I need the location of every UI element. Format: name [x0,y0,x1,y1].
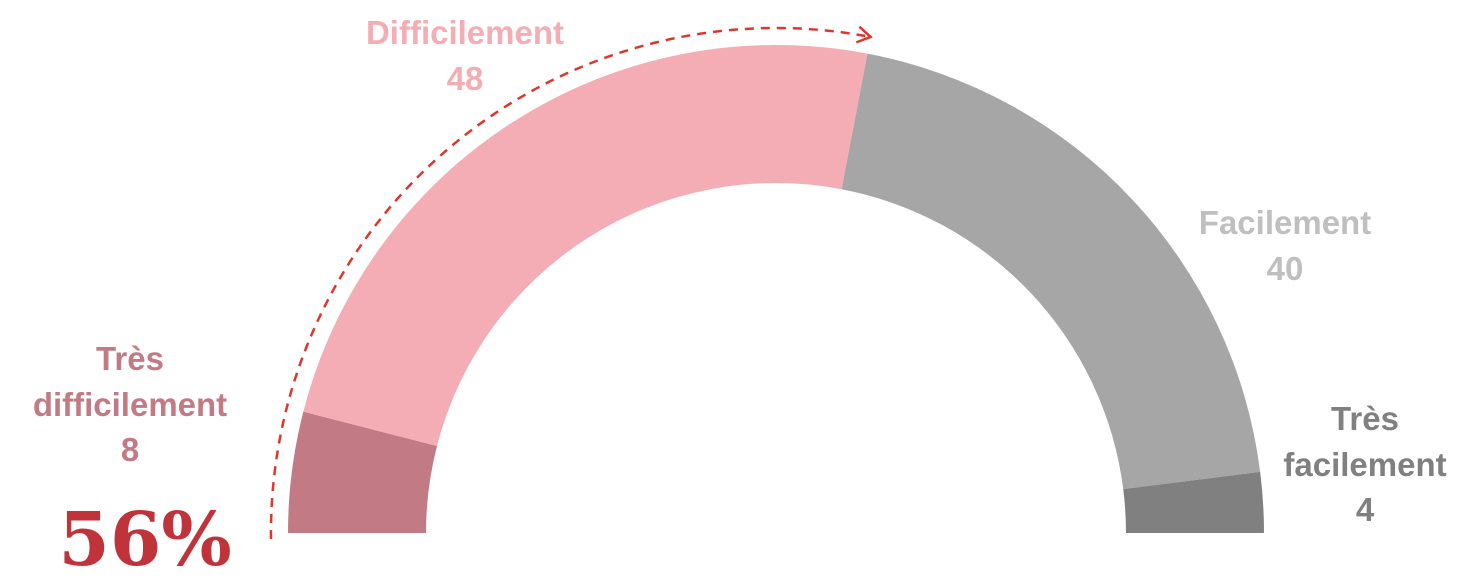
gauge-chart [269,25,1264,540]
slice-label-line: facilement [1283,445,1447,483]
slice-label-line: Très [96,340,164,377]
slice-label-line: Facilement [1198,204,1372,241]
slice-label-tres-difficilement: Très difficilement 8 [10,336,250,473]
slice-label-line: Très [1331,400,1399,437]
slice-tres-difficilement [288,411,437,533]
highlight-arrow-head [855,25,873,44]
highlight-arc-arrow [269,26,871,540]
slice-value: 40 [1266,249,1304,287]
slice-value: 4 [1355,491,1375,529]
slice-label-line: difficilement [32,385,228,423]
slice-label-tres-facilement: Très facilement 4 [1255,396,1475,533]
slice-label-difficilement: Difficilement 48 [300,10,630,101]
slice-label-facilement: Facilement 40 [1150,200,1420,291]
slice-difficilement [303,45,868,446]
slice-facilement [841,53,1261,490]
slice-label-line: Difficilement [365,14,565,51]
slice-value: 48 [446,59,484,97]
highlight-percentage: 56% [58,497,232,583]
slice-value: 8 [120,431,140,469]
slice-tres-facilement [1123,471,1264,533]
